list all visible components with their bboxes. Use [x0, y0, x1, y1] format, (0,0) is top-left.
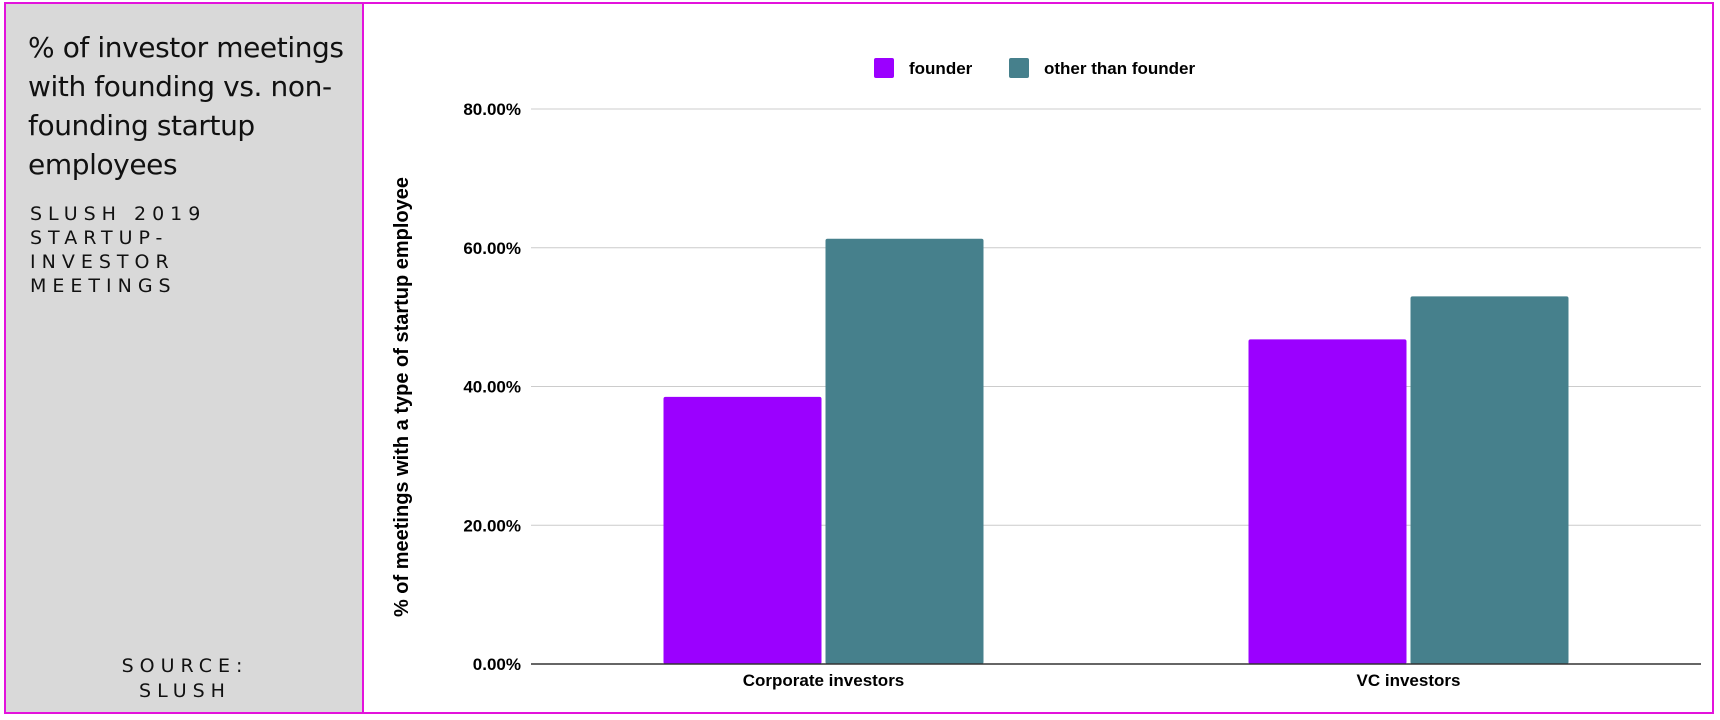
- y-tick-label: 40.00%: [463, 378, 521, 397]
- source-value: SLUSH: [139, 680, 231, 702]
- bar-chart: founder other than founder 0.00% 20.00% 40…: [391, 58, 1701, 690]
- y-axis-title: % of meetings with a type of startup emp…: [391, 177, 413, 617]
- y-tick-label: 20.00%: [463, 516, 521, 535]
- legend: founder other than founder: [874, 58, 1195, 78]
- x-category-label: VC investors: [1357, 671, 1461, 690]
- legend-swatch-other-than-founder: [1009, 58, 1029, 78]
- bar-other-than-founder-corporate: [825, 238, 984, 664]
- y-tick-label: 80.00%: [463, 100, 521, 119]
- legend-label-other-than-founder: other than founder: [1044, 59, 1195, 78]
- y-tick-label: 60.00%: [463, 239, 521, 258]
- x-category-label: Corporate investors: [743, 671, 905, 690]
- y-tick-label: 0.00%: [473, 655, 521, 674]
- legend-label-founder: founder: [909, 59, 973, 78]
- bar-other-than-founder-vc: [1410, 296, 1569, 664]
- bar-founder-corporate: [663, 396, 822, 664]
- x-axis-labels: Corporate investors VC investors: [743, 671, 1461, 690]
- sidebar-panel: % of investor meetings with founding vs.…: [6, 4, 364, 712]
- legend-swatch-founder: [874, 58, 894, 78]
- page-subtitle: SLUSH 2019 STARTUP-INVESTOR MEETINGS: [30, 203, 207, 297]
- page-title: % of investor meetings with founding vs.…: [28, 31, 344, 181]
- bars: [663, 238, 1569, 664]
- bar-founder-vc: [1248, 339, 1407, 664]
- y-axis-ticks: 0.00% 20.00% 40.00% 60.00% 80.00%: [463, 100, 521, 674]
- chart-frame: % of investor meetings with founding vs.…: [4, 2, 1714, 714]
- source-label: SOURCE:: [121, 655, 249, 677]
- source-note: SOURCE: SLUSH: [26, 654, 344, 704]
